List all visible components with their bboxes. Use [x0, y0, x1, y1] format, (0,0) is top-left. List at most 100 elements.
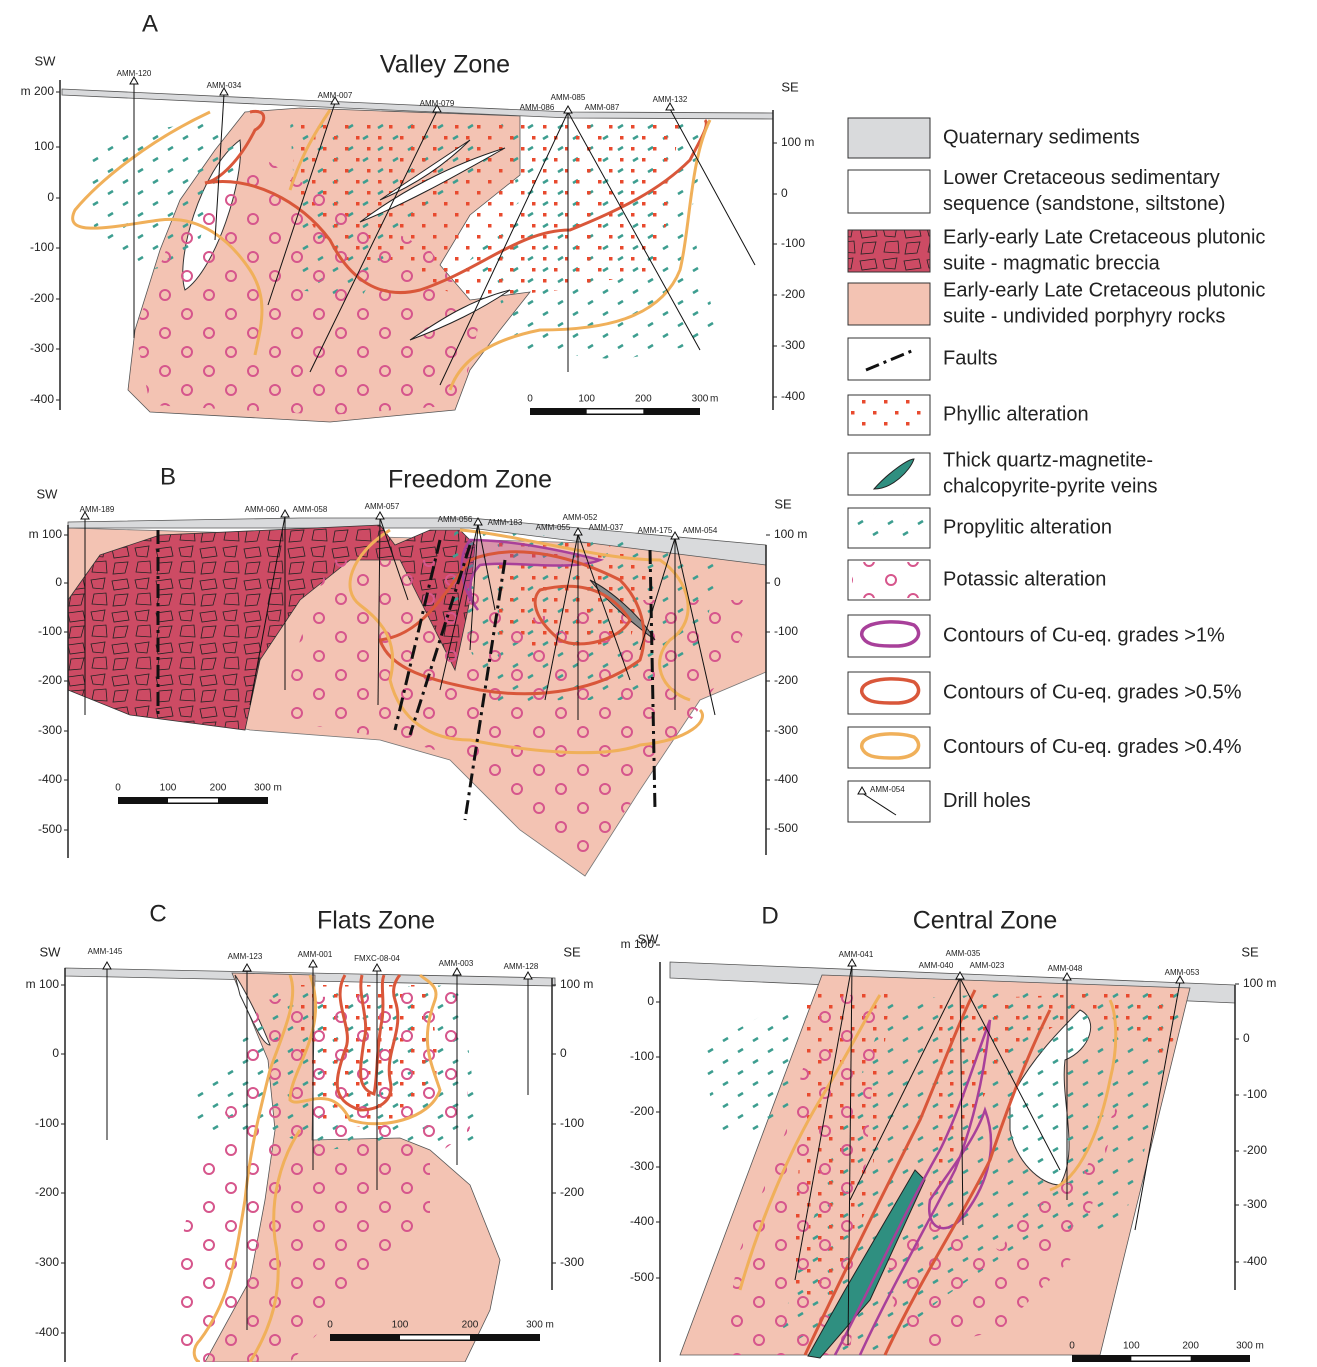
left-tick-label: m 200: [21, 84, 55, 98]
right-tick-label: 0: [774, 575, 781, 589]
drill-hole-label: AMM-087: [585, 103, 620, 112]
left-tick-label: 0: [647, 994, 654, 1008]
right-tick-label: -200: [781, 287, 805, 301]
right-tick-label: -400: [781, 389, 805, 403]
drill-hole-label: AMM-123: [228, 952, 263, 961]
left-tick-label: -300: [38, 723, 62, 737]
drill-collar: [564, 106, 572, 113]
drill-hole-label: AMM-001: [298, 950, 333, 959]
drill-collar: [524, 972, 532, 979]
left-tick-label: -300: [35, 1255, 59, 1269]
drill-hole-label: AMM-079: [420, 99, 455, 108]
left-tick-label: -200: [38, 673, 62, 687]
right-tick-label: -300: [781, 338, 805, 352]
scale-label: 0: [115, 783, 121, 794]
legend-label: Drill holes: [943, 790, 1031, 812]
legend-label: Propylitic alteration: [943, 516, 1112, 538]
drill-hole-label: AMM-086: [520, 103, 555, 112]
drill-collar: [103, 962, 111, 969]
legend-swatch: [848, 118, 930, 158]
left-tick-label: m 100: [26, 977, 60, 991]
scale-label: 0: [327, 1320, 333, 1331]
drill-collar: [376, 512, 384, 519]
left-tick-label: -100: [30, 240, 54, 254]
drill-hole-label: AMM-060: [245, 505, 280, 514]
scale-label: 100: [1123, 1341, 1140, 1352]
right-tick-label: -200: [1243, 1143, 1267, 1157]
left-tick-label: 100: [34, 139, 54, 153]
drill-hole-label: AMM-056: [438, 515, 473, 524]
drill-hole-label: AMM-120: [117, 69, 152, 78]
legend-label: Thick quartz-magnetite-: [943, 449, 1153, 471]
left-tick-label: -500: [38, 822, 62, 836]
direction-label: SE: [563, 944, 581, 959]
drill-collar: [848, 959, 856, 966]
direction-label: SE: [1241, 944, 1259, 959]
left-tick-label: -400: [38, 772, 62, 786]
panel-letter: D: [761, 902, 778, 929]
legend-label: Potassic alteration: [943, 568, 1106, 590]
drill-collar: [243, 964, 251, 971]
legend-label: Early-early Late Cretaceous plutonic: [943, 279, 1265, 301]
right-tick-label: -200: [560, 1185, 584, 1199]
scale-label: 0: [527, 394, 533, 405]
direction-label: SE: [781, 79, 799, 94]
right-tick-label: -100: [1243, 1087, 1267, 1101]
drill-hole-label: AMM-175: [638, 526, 673, 535]
drill-hole-label: AMM-034: [207, 81, 242, 90]
drill-hole-label: AMM-048: [1048, 964, 1083, 973]
figure: AMM-120AMM-034AMM-007AMM-079AMM-086AMM-0…: [0, 0, 1317, 1362]
legend-swatch: [848, 338, 930, 380]
right-tick-label: 0: [560, 1046, 567, 1060]
drill-collar: [281, 510, 289, 517]
scale-label: 100: [160, 783, 177, 794]
drill-collar: [453, 968, 461, 975]
drill-hole-label: AMM-054: [683, 526, 718, 535]
drill-hole-label: AMM-023: [970, 961, 1005, 970]
left-tick-label: -400: [630, 1214, 654, 1228]
right-tick-label: -300: [560, 1255, 584, 1269]
panel-title: Freedom Zone: [388, 466, 552, 494]
left-tick-label: m 100: [29, 527, 63, 541]
drill-hole-label: AMM-035: [946, 949, 981, 958]
legend-label: Contours of Cu-eq. grades >0.5%: [943, 681, 1242, 703]
drill-hole-label: AMM-041: [839, 950, 874, 959]
legend-label: suite - undivided porphyry rocks: [943, 305, 1225, 327]
drill-hole-label: AMM-183: [488, 518, 523, 527]
right-tick-label: 100 m: [781, 135, 814, 149]
direction-label: SW: [638, 931, 660, 946]
scale-label: 100: [392, 1320, 409, 1331]
drill-hole-label: AMM-007: [318, 91, 353, 100]
drill-hole-label: AMM-052: [563, 513, 598, 522]
legend-label: sequence (sandstone, siltstone): [943, 193, 1225, 215]
legend-label: Faults: [943, 347, 997, 369]
legend-label: Contours of Cu-eq. grades >1%: [943, 624, 1225, 646]
scale-label: 300 m: [526, 1320, 554, 1331]
left-tick-label: 0: [55, 575, 62, 589]
legend-label: chalcopyrite-pyrite veins: [943, 475, 1158, 497]
right-tick-label: 0: [1243, 1031, 1250, 1045]
right-tick-label: -500: [774, 821, 798, 835]
direction-label: SE: [774, 496, 792, 511]
legend-propylitic: [852, 514, 926, 542]
drill-hole-label: FMXC-08-04: [354, 954, 400, 963]
right-tick-label: 100 m: [1243, 976, 1276, 990]
drill-collar: [309, 960, 317, 967]
left-tick-label: -200: [35, 1185, 59, 1199]
panel-title: Flats Zone: [317, 907, 435, 935]
left-tick-label: -400: [35, 1325, 59, 1339]
legend-swatch: [848, 230, 930, 272]
panel-letter: A: [142, 10, 158, 37]
scale-label: 200: [462, 1320, 479, 1331]
drill-hole-label: AMM-128: [504, 962, 539, 971]
legend-swatch: [848, 170, 930, 213]
right-tick-label: -400: [1243, 1254, 1267, 1268]
right-tick-label: -100: [781, 236, 805, 250]
drill-hole-label: AMM-085: [551, 93, 586, 102]
legend-label: suite - magmatic breccia: [943, 252, 1161, 274]
scale-label: 300 m: [1236, 1341, 1264, 1352]
scale-label: 200: [635, 394, 652, 405]
left-tick-label: -300: [30, 341, 54, 355]
right-tick-label: 0: [781, 186, 788, 200]
drill-collar: [373, 964, 381, 971]
